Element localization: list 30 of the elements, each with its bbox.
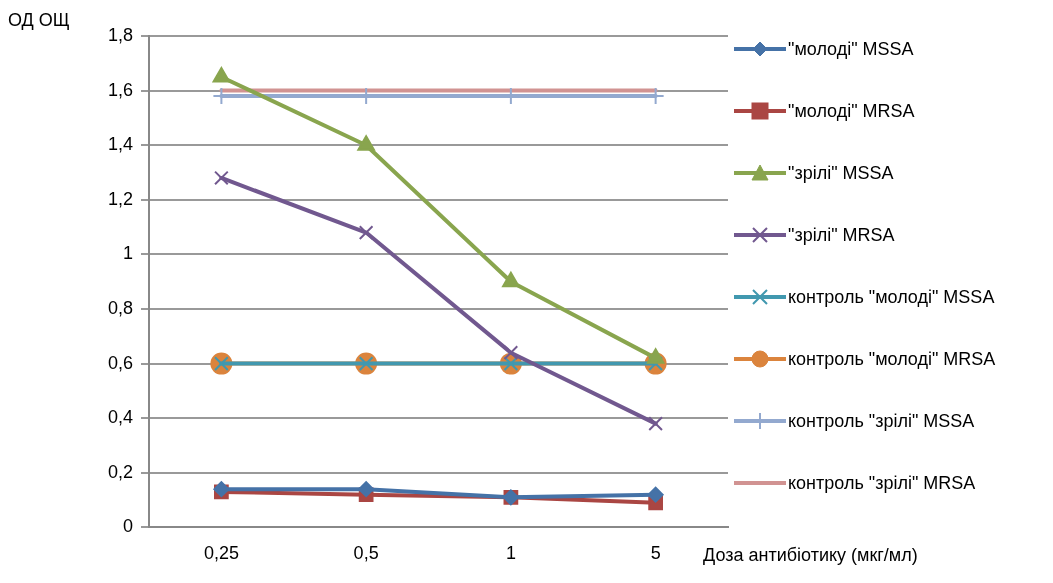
point <box>648 416 663 432</box>
point <box>214 170 229 186</box>
x-tick-label: 5 <box>650 543 661 564</box>
x-tick-label: 0,25 <box>203 543 239 564</box>
y-tick-label: 1,8 <box>107 24 134 45</box>
legend-label: контроль "зрілі" MRSA <box>788 472 976 495</box>
point <box>503 345 519 361</box>
y-tick-label: 1,2 <box>107 188 134 209</box>
y-axis-title: ОД ОЩ <box>8 10 70 31</box>
legend-label: контроль "молоді" MRSA <box>788 348 996 371</box>
legend-label: контроль "зрілі" MSSA <box>788 410 975 433</box>
y-tick-label: 0,2 <box>107 461 134 482</box>
x-tick-label: 0,5 <box>353 543 379 564</box>
legend-label: "молоді" MSSA <box>788 38 914 61</box>
legend-label: "зрілі" MRSA <box>788 224 895 247</box>
y-tick-label: 1,4 <box>107 134 134 155</box>
x-tick-label: 1 <box>505 543 516 564</box>
y-tick-label: 1 <box>123 243 134 264</box>
y-tick-label: 0,8 <box>107 297 134 318</box>
legend-label: "зрілі" MSSA <box>788 162 894 185</box>
point <box>358 481 375 498</box>
x-axis-title: Доза антибіотику (мкг/мл) <box>703 545 918 566</box>
y-tick-label: 0 <box>123 516 134 537</box>
y-tick-label: 1,6 <box>107 79 134 100</box>
legend-label: контроль "молоді" MSSA <box>788 286 995 309</box>
point <box>647 486 664 503</box>
y-tick-label: 0,4 <box>107 407 134 428</box>
y-tick-label: 0,6 <box>107 352 134 373</box>
point <box>358 225 374 240</box>
legend-label: "молоді" MRSA <box>788 100 915 123</box>
